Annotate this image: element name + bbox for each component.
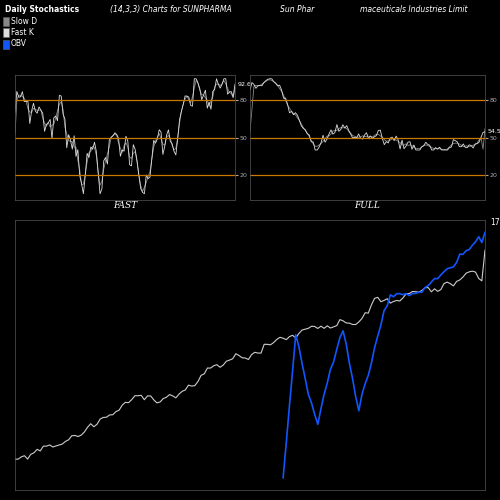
- X-axis label: FAST: FAST: [113, 202, 137, 210]
- Text: Fast K: Fast K: [11, 28, 34, 37]
- Text: 92.63: 92.63: [238, 82, 256, 86]
- Text: maceuticals Industries Limit: maceuticals Industries Limit: [360, 5, 468, 14]
- Text: Sun Phar: Sun Phar: [280, 5, 314, 14]
- X-axis label: FULL: FULL: [354, 202, 380, 210]
- Text: Slow D: Slow D: [11, 16, 37, 26]
- Text: OBV: OBV: [11, 40, 27, 48]
- Text: (14,3,3) Charts for SUNPHARMA: (14,3,3) Charts for SUNPHARMA: [110, 5, 232, 14]
- Text: 1775.75Close: 1775.75Close: [490, 218, 500, 226]
- Text: Daily Stochastics: Daily Stochastics: [5, 5, 79, 14]
- Text: 54.55: 54.55: [488, 130, 500, 134]
